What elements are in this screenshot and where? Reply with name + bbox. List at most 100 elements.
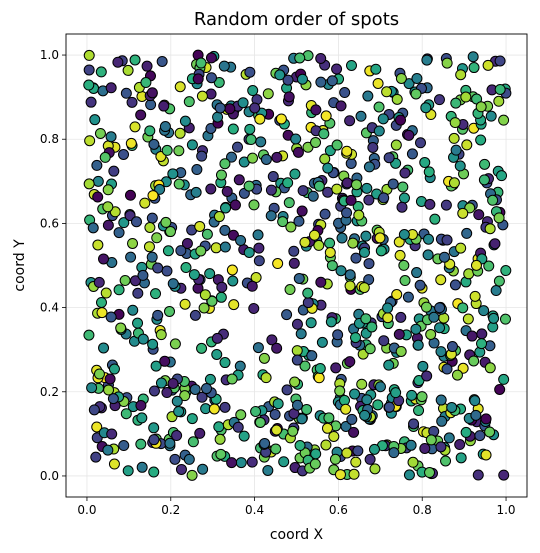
scatter-point [320, 439, 332, 451]
scatter-point [198, 302, 210, 314]
scatter-point [98, 253, 110, 265]
scatter-point [415, 137, 426, 149]
scatter-point [204, 373, 216, 385]
scatter-point [102, 444, 114, 456]
scatter-point [469, 290, 481, 302]
scatter-point [413, 405, 425, 416]
scatter-point [88, 404, 100, 416]
scatter-point [364, 343, 376, 355]
scatter-point [462, 313, 474, 325]
scatter-point [321, 422, 333, 434]
scatter-point [341, 207, 353, 219]
scatter-point [299, 236, 311, 248]
scatter-point [214, 433, 226, 445]
x-tick-label: 0.2 [161, 503, 180, 517]
scatter-point [288, 245, 300, 257]
scatter-point [408, 418, 420, 430]
scatter-point [349, 388, 361, 400]
scatter-point [102, 184, 114, 196]
scatter-point [494, 83, 506, 95]
scatter-point [285, 221, 297, 233]
scatter-point [399, 275, 411, 287]
scatter-point [310, 136, 322, 148]
scatter-point [484, 426, 496, 438]
scatter-point [226, 264, 238, 276]
scatter-point [151, 232, 163, 244]
scatter-point [407, 456, 419, 468]
scatter-point [293, 215, 305, 227]
scatter-point [468, 62, 480, 74]
scatter-point [410, 323, 422, 335]
scatter-point [124, 189, 136, 201]
scatter-point [284, 284, 296, 296]
scatter-point [169, 453, 181, 465]
scatter-point [96, 307, 108, 319]
scatter-point [224, 103, 236, 115]
scatter-point [232, 421, 244, 433]
scatter-point [129, 54, 141, 66]
scatter-point [92, 191, 104, 203]
scatter-point [248, 199, 260, 211]
scatter-point [127, 237, 139, 249]
scatter-point [95, 66, 107, 78]
scatter-point [216, 281, 228, 293]
scatter-point [259, 437, 271, 449]
chart-title: Random order of spots [194, 9, 399, 30]
scatter-point [195, 245, 207, 257]
scatter-point [350, 252, 362, 264]
scatter-point [314, 362, 326, 374]
scatter-point [313, 372, 325, 384]
scatter-point [235, 234, 247, 246]
scatter-point [283, 91, 295, 103]
scatter-point [146, 87, 158, 99]
scatter-point [243, 246, 255, 258]
scatter-point [475, 134, 487, 146]
scatter-point [416, 391, 428, 403]
scatter-point [319, 153, 331, 165]
scatter-point [148, 466, 160, 478]
scatter-point [219, 357, 231, 369]
scatter-point [422, 249, 434, 261]
scatter-point [363, 161, 375, 173]
scatter-point [249, 102, 261, 114]
scatter-point [372, 399, 384, 411]
scatter-point [446, 341, 458, 353]
scatter-point [335, 265, 347, 277]
scatter-point [243, 180, 255, 192]
scatter-point [262, 88, 274, 100]
scatter-point [141, 60, 153, 72]
scatter-point [485, 110, 497, 122]
scatter-point [310, 104, 322, 116]
scatter-point [353, 209, 365, 221]
scatter-point [378, 192, 390, 204]
scatter-point [85, 96, 97, 108]
scatter-points [83, 49, 512, 481]
scatter-point [347, 237, 359, 249]
scatter-point [150, 360, 162, 372]
scatter-point [289, 376, 301, 388]
plot-frame [65, 33, 528, 498]
scatter-point [258, 352, 270, 364]
scatter-point [165, 226, 176, 238]
scatter-point [248, 302, 260, 314]
scatter-point [148, 434, 160, 446]
scatter-point [288, 257, 300, 269]
scatter-point [296, 413, 308, 425]
scatter-point [192, 73, 204, 85]
scatter-point [334, 469, 346, 481]
scatter-point [363, 258, 375, 270]
scatter-point [334, 385, 346, 397]
scatter-point [156, 55, 168, 67]
x-tick-label: 0.4 [245, 503, 264, 517]
scatter-point [403, 78, 415, 90]
scatter-point [367, 142, 379, 153]
scatter-point [250, 405, 262, 417]
scatter-point [102, 219, 114, 231]
scatter-point [179, 298, 191, 310]
scatter-point [369, 463, 381, 475]
scatter-point [318, 128, 330, 140]
scatter-point [394, 249, 406, 261]
scatter-point [227, 275, 239, 287]
scatter-point [271, 151, 283, 163]
